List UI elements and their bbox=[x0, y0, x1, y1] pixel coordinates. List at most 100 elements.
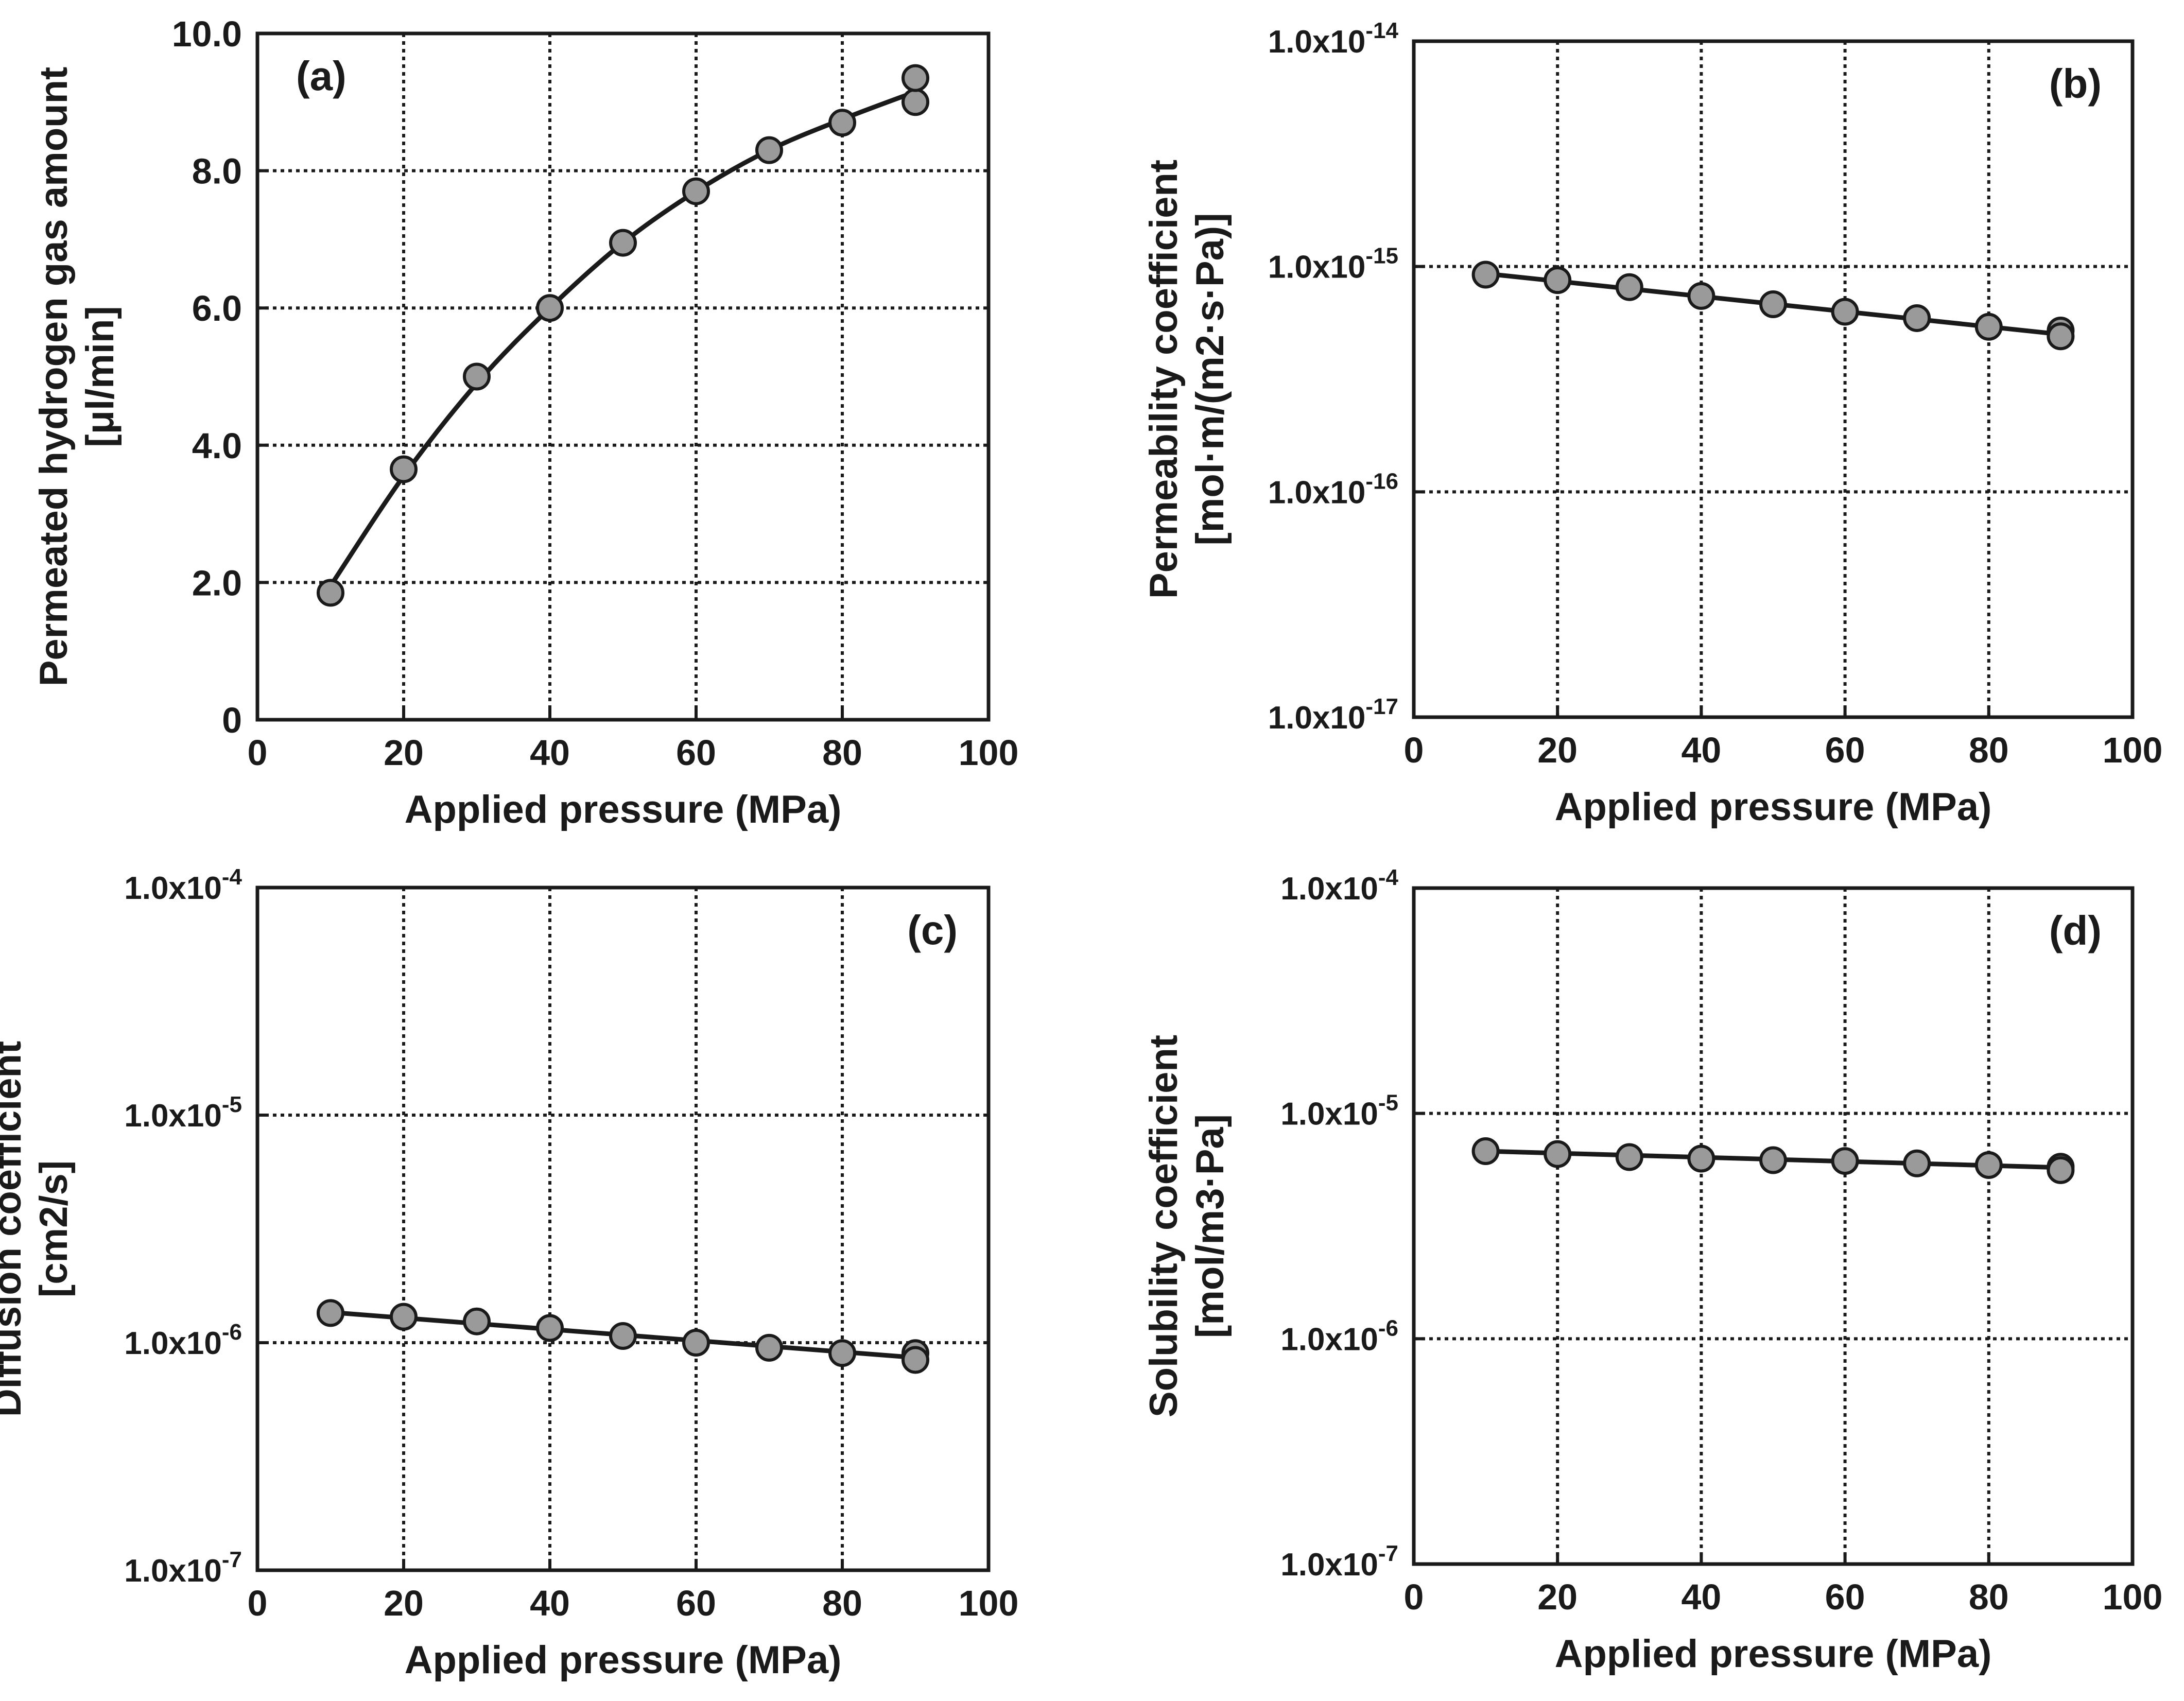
y-tick-label: 1.0x10-4 bbox=[124, 864, 242, 906]
data-point bbox=[609, 229, 637, 257]
y-tick-label: 1.0x10-15 bbox=[1268, 244, 1398, 285]
y-tick-label-exponent: -14 bbox=[1365, 18, 1398, 43]
y-tick-label-base: 1.0x10 bbox=[1280, 871, 1378, 907]
panel-b: 0 20 40 60 80 1001.0x10-171.0x10-161.0x10-151… bbox=[1142, 18, 2162, 829]
data-point bbox=[609, 1322, 637, 1350]
y-axis-units: [mol/m3·Pa] bbox=[1188, 1114, 1232, 1338]
data-point bbox=[1759, 1146, 1787, 1174]
data-point bbox=[2047, 322, 2075, 351]
x-tick-label: 60 bbox=[676, 733, 716, 773]
panel-label: (a) bbox=[296, 53, 346, 99]
x-tick-label: 20 bbox=[384, 733, 424, 773]
x-tick-label: 80 bbox=[1969, 1577, 2009, 1617]
y-tick-label-exponent: -7 bbox=[1378, 1541, 1398, 1566]
x-tick-label: 100 bbox=[2103, 730, 2163, 770]
data-point bbox=[317, 579, 344, 607]
data-point bbox=[1615, 1143, 1643, 1171]
y-tick-label-exponent: -7 bbox=[222, 1547, 242, 1572]
y-tick-label-exponent: -5 bbox=[1378, 1090, 1398, 1116]
plot-frame bbox=[1412, 39, 2135, 719]
data-point bbox=[755, 1333, 783, 1362]
y-tick-label-base: 8.0 bbox=[192, 151, 242, 192]
panel-label: (c) bbox=[907, 907, 958, 953]
x-tick-label: 100 bbox=[959, 733, 1019, 773]
y-tick-label: 1.0x10-17 bbox=[1268, 694, 1398, 736]
data-point bbox=[1687, 282, 1715, 310]
data-point bbox=[536, 1314, 564, 1342]
data-point bbox=[1974, 1151, 2003, 1179]
x-tick-label: 20 bbox=[1537, 1577, 1578, 1617]
y-tick-label-base: 6.0 bbox=[192, 288, 242, 328]
y-tick-label-base: 1.0x10 bbox=[124, 1326, 222, 1361]
y-tick-label-base: 1.0x10 bbox=[1268, 250, 1366, 285]
data-point bbox=[828, 1339, 856, 1367]
y-tick-label: 6.0 bbox=[192, 288, 242, 328]
panel-label: (b) bbox=[2049, 61, 2102, 107]
y-tick-label: 1.0x10-14 bbox=[1268, 18, 1399, 60]
y-tick-label-base: 1.0x10 bbox=[1268, 700, 1366, 736]
data-point bbox=[902, 1346, 929, 1374]
y-tick-label: 1.0x10-6 bbox=[124, 1320, 242, 1361]
x-tick-label: 40 bbox=[530, 1583, 570, 1623]
plot-frame bbox=[255, 886, 991, 1572]
y-tick-label: 8.0 bbox=[192, 151, 242, 192]
y-tick-label: 1.0x10-16 bbox=[1268, 468, 1398, 510]
data-point bbox=[1471, 1137, 1500, 1165]
y-tick-label-base: 1.0x10 bbox=[1268, 475, 1366, 510]
data-point bbox=[902, 88, 929, 116]
fit-line bbox=[328, 89, 918, 588]
data-point bbox=[2047, 1156, 2075, 1184]
y-axis-title: Permeability coefficient bbox=[1142, 160, 1186, 599]
data-point bbox=[1831, 298, 1859, 326]
data-point bbox=[1615, 273, 1643, 301]
y-tick-label: 0 bbox=[222, 700, 242, 740]
x-tick-label: 20 bbox=[384, 1583, 424, 1623]
y-tick-label-base: 1.0x10 bbox=[124, 871, 222, 906]
data-point bbox=[463, 362, 491, 391]
y-axis-units: [μl/min] bbox=[78, 306, 122, 447]
data-point bbox=[1974, 313, 2003, 341]
y-tick-label: 4.0 bbox=[192, 426, 242, 466]
data-point bbox=[1544, 266, 1572, 294]
y-tick-label: 1.0x10-4 bbox=[1280, 865, 1398, 907]
y-tick-label: 1.0x10-5 bbox=[1280, 1090, 1398, 1132]
y-tick-label-base: 1.0x10 bbox=[124, 1098, 222, 1134]
x-tick-label: 60 bbox=[1825, 1577, 1865, 1617]
y-tick-label-base: 2.0 bbox=[192, 563, 242, 603]
x-tick-label: 60 bbox=[676, 1583, 716, 1623]
data-point bbox=[682, 1329, 710, 1357]
plot-frame bbox=[1412, 886, 2135, 1566]
panel-c: 0 20 40 60 80 1001.0x10-71.0x10-61.0x10-51.0x… bbox=[0, 864, 1018, 1682]
data-point bbox=[317, 1299, 344, 1327]
y-tick-label-exponent: -6 bbox=[222, 1320, 242, 1345]
data-point bbox=[1903, 304, 1931, 332]
y-tick-label-base: 1.0x10 bbox=[1280, 1322, 1378, 1357]
data-point bbox=[1544, 1140, 1572, 1168]
y-tick-label: 1.0x10-7 bbox=[1280, 1541, 1398, 1583]
panel-label: (d) bbox=[2049, 908, 2102, 953]
y-tick-label-exponent: -6 bbox=[1378, 1315, 1398, 1341]
y-tick-label-exponent: -4 bbox=[1378, 865, 1399, 890]
data-point bbox=[1687, 1144, 1715, 1173]
y-tick-label-exponent: -15 bbox=[1365, 244, 1398, 269]
data-point bbox=[682, 177, 710, 205]
data-point bbox=[1759, 290, 1787, 318]
x-tick-label: 20 bbox=[1537, 730, 1578, 770]
y-tick-label: 1.0x10-7 bbox=[124, 1547, 242, 1589]
y-axis-units: [cm2/s] bbox=[32, 1160, 76, 1297]
y-tick-label-base: 1.0x10 bbox=[1268, 24, 1366, 60]
data-point bbox=[755, 136, 783, 164]
x-tick-label: 40 bbox=[530, 733, 570, 773]
data-point bbox=[1903, 1149, 1931, 1177]
x-tick-label: 0 bbox=[1404, 730, 1424, 770]
y-tick-label-exponent: -4 bbox=[222, 864, 242, 890]
y-tick-label: 10.0 bbox=[172, 14, 242, 54]
y-axis-units: [mol·m/(m2·s·Pa)] bbox=[1188, 213, 1232, 545]
x-tick-label: 60 bbox=[1825, 730, 1865, 770]
y-tick-label-base: 1.0x10 bbox=[1280, 1097, 1378, 1132]
panel-a: 0 20 40 60 80 100 0 2.0 4.0 6.0 8.0 10.0 Applied pre… bbox=[32, 14, 1018, 831]
data-point bbox=[463, 1307, 491, 1335]
data-point bbox=[1831, 1147, 1859, 1175]
x-tick-label: 80 bbox=[822, 1583, 862, 1623]
